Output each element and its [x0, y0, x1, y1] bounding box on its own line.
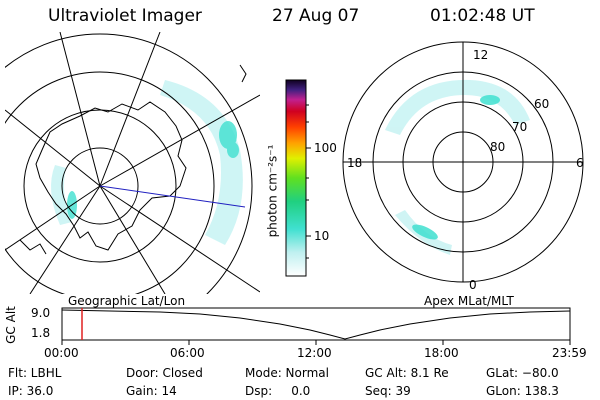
x-tick-0000: 00:00: [44, 346, 79, 360]
info-glon: GLon: 138.3: [486, 384, 559, 398]
colorbar-tick-100: 100: [314, 141, 337, 155]
colorbar-tick-10: 10: [314, 229, 330, 243]
x-tick-1200: 12:00: [297, 346, 332, 360]
info-mode: Mode: Normal: [245, 366, 329, 380]
mlt-label-6: 6: [576, 156, 584, 170]
instrument-title: Ultraviolet Imager: [48, 6, 202, 26]
mlt-label-18: 18: [347, 156, 363, 170]
colorbar-unit-label: photon cm⁻²s⁻¹: [265, 144, 280, 238]
mlat-label-70: 70: [512, 120, 528, 134]
mlat-mlt-plot: [342, 41, 584, 283]
mlat-label-80: 80: [490, 140, 506, 154]
date-label: 27 Aug 07: [272, 6, 360, 26]
info-glat: GLat: −80.0: [486, 366, 559, 380]
info-dsp: Dsp: 0.0: [245, 384, 311, 398]
geographic-map: [5, 32, 260, 294]
mlat-label-60: 60: [534, 97, 550, 111]
info-ip: IP: 36.0: [8, 384, 54, 398]
mlt-label-12: 12: [473, 48, 489, 62]
info-door: Door: Closed: [126, 366, 203, 380]
right-panel-label: Apex MLat/MLT: [424, 294, 514, 308]
altitude-ytick-high: 9.0: [31, 306, 51, 320]
altitude-ytick-low: 1.8: [31, 326, 51, 340]
time-label: 01:02:48 UT: [430, 6, 535, 26]
x-tick-2359: 23:59: [552, 346, 587, 360]
info-seq: Seq: 39: [365, 384, 411, 398]
info-flt: Flt: LBHL: [8, 366, 62, 380]
info-gain: Gain: 14: [126, 384, 177, 398]
left-panel-label: Geographic Lat/Lon: [68, 294, 186, 308]
colorbar: [285, 79, 311, 277]
x-tick-1800: 18:00: [424, 346, 459, 360]
altitude-plot: [61, 307, 571, 345]
x-tick-0600: 06:00: [170, 346, 205, 360]
info-gc-alt: GC Alt: 8.1 Re: [365, 366, 449, 380]
mlt-label-0: 0: [469, 278, 477, 292]
altitude-ylabel: GC Alt: [3, 306, 18, 344]
